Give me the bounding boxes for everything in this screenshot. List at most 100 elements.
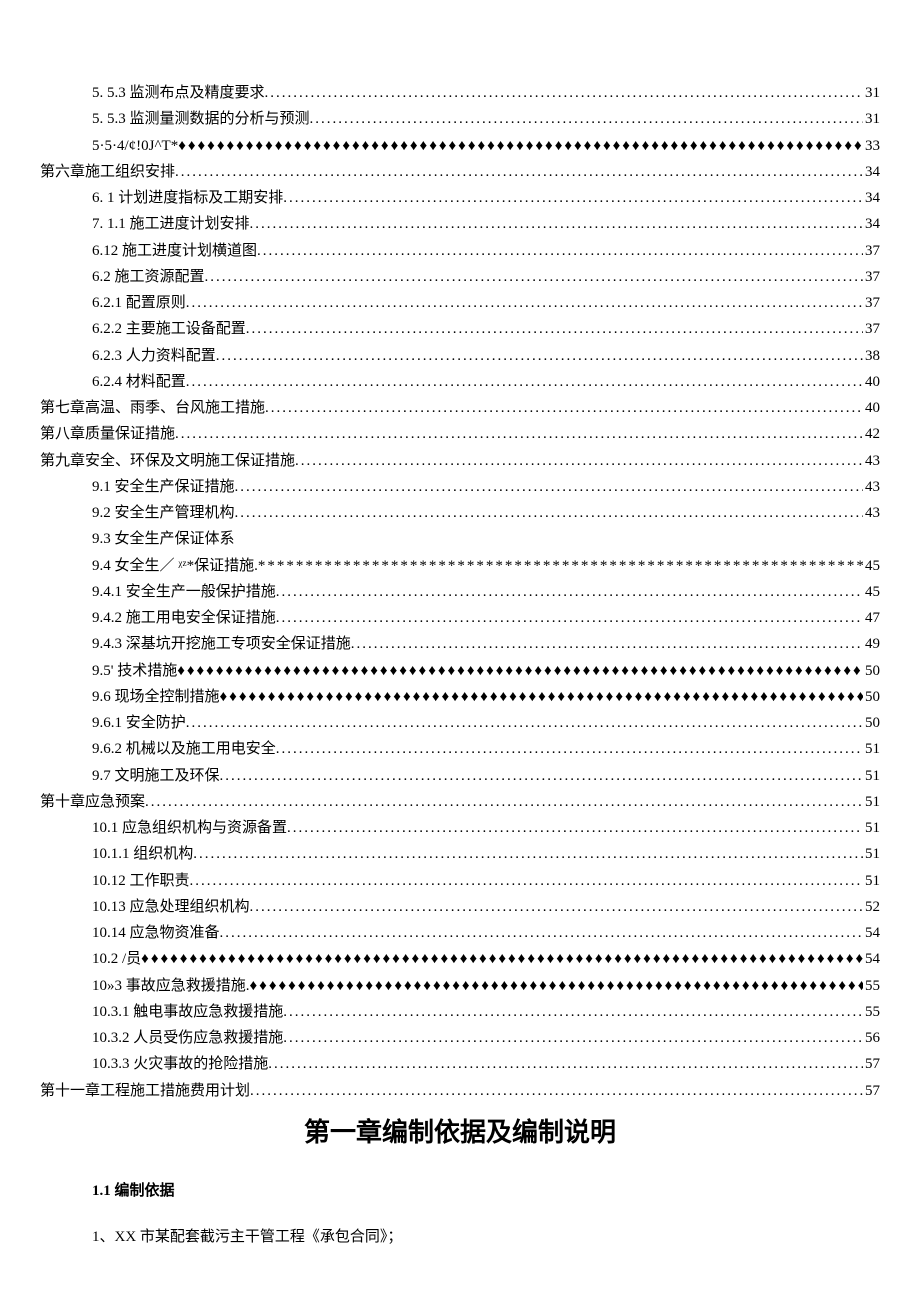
toc-page-number: 49 xyxy=(863,631,880,657)
toc-page-number: 34 xyxy=(863,211,880,237)
toc-page-number: 45 xyxy=(863,579,880,605)
toc-page-number: 45 xyxy=(863,553,880,579)
toc-page-number: 31 xyxy=(863,106,880,132)
toc-label: 6.2.1 配置原则 xyxy=(92,290,186,316)
section-heading-1-1: 1.1 编制依据 xyxy=(92,1179,880,1200)
toc-leader xyxy=(268,1051,863,1077)
toc-leader xyxy=(351,631,863,657)
toc-entry: 6. 1 计划进度指标及工期安排 34 xyxy=(92,185,880,211)
toc-leader xyxy=(235,500,863,526)
toc-page-number: 40 xyxy=(863,395,880,421)
toc-entry: 9.2 安全生产管理机构43 xyxy=(92,500,880,526)
toc-entry: 10.3.3 火灾事故的抢险措施 57 xyxy=(92,1051,880,1077)
toc-leader xyxy=(175,421,863,447)
toc-entry: 9.4.3 深基坑开挖施工专项安全保证措施 49 xyxy=(92,631,880,657)
toc-page-number: 50 xyxy=(863,684,880,710)
toc-leader xyxy=(257,238,863,264)
toc-label: 9.4 女全生／ ᵡᶻ*保证措施. xyxy=(92,553,258,579)
toc-page-number: 43 xyxy=(863,474,880,500)
toc-leader xyxy=(295,448,863,474)
toc-entry: 5·5·4/¢!0J^T*33 xyxy=(92,133,880,159)
toc-page-number: 51 xyxy=(863,815,880,841)
toc-label: 10.3.1 触电事故应急救援措施 xyxy=(92,999,283,1025)
toc-entry: 9.6.2 机械以及施工用电安全51 xyxy=(92,736,880,762)
toc-label: 10.1.1 组织机构 xyxy=(92,841,193,867)
toc-entry: 9.3 女全生产保证体系 xyxy=(92,526,880,552)
toc-label: 第八章质量保证措施 xyxy=(40,421,175,447)
toc-page-number: 55 xyxy=(863,999,880,1025)
body-paragraph: 1、XX 市某配套截污主干管工程《承包合同》； xyxy=(92,1224,880,1251)
toc-label: 6. 1 计划进度指标及工期安排 xyxy=(92,185,283,211)
toc-label: 第六章施工组织安排 xyxy=(40,159,175,185)
toc-label: 7. 1.1 施工进度计划安排 xyxy=(92,211,250,237)
toc-label: 10.1 应急组织机构与资源备置 xyxy=(92,815,287,841)
toc-page-number: 54 xyxy=(863,920,880,946)
toc-entry: 10.12 工作职责51 xyxy=(92,868,880,894)
toc-entry: 6.2.3 人力资料配置38 xyxy=(92,343,880,369)
toc-page-number: 34 xyxy=(863,159,880,185)
toc-leader xyxy=(177,658,863,684)
toc-entry: 6.2 施工资源配置37 xyxy=(92,264,880,290)
toc-page-number: 50 xyxy=(863,658,880,684)
toc-entry: 9.6.1 安全防护50 xyxy=(92,710,880,736)
toc-label: 9.1 安全生产保证措施 xyxy=(92,474,235,500)
toc-leader xyxy=(258,553,863,579)
toc-leader xyxy=(216,343,863,369)
toc-leader xyxy=(178,133,863,159)
toc-label: 10.13 应急处理组织机构 xyxy=(92,894,250,920)
toc-page-number: 57 xyxy=(863,1078,880,1104)
toc-label: 9.4.3 深基坑开挖施工专项安全保证措施 xyxy=(92,631,351,657)
toc-leader xyxy=(310,106,863,132)
toc-leader xyxy=(265,395,863,421)
toc-label: 10»3 事故应急救援措施. xyxy=(92,973,250,999)
toc-leader xyxy=(283,185,863,211)
toc-entry: 9.5' 技术措施50 xyxy=(92,658,880,684)
toc-leader xyxy=(175,159,863,185)
toc-label: 10.3.3 火灾事故的抢险措施 xyxy=(92,1051,268,1077)
toc-page-number: 57 xyxy=(863,1051,880,1077)
toc-entry: 第七章高温、雨季、台风施工措施40 xyxy=(40,395,880,421)
section-number: 1.1 xyxy=(92,1183,111,1199)
toc-page-number: 37 xyxy=(863,290,880,316)
toc-leader xyxy=(250,1078,863,1104)
toc-entry: 5. 5.3 监测布点及精度要求 31 xyxy=(92,80,880,106)
toc-label: 10.2 /员 xyxy=(92,946,141,972)
toc-entry: 10.2 /员 54 xyxy=(92,946,880,972)
toc-entry: 第八章质量保证措施 42 xyxy=(40,421,880,447)
toc-entry: 10.3.1 触电事故应急救援措施 55 xyxy=(92,999,880,1025)
toc-entry: 10.13 应急处理组织机构52 xyxy=(92,894,880,920)
toc-page-number: 37 xyxy=(863,316,880,342)
toc-page-number: 51 xyxy=(863,763,880,789)
toc-label: 6.12 施工进度计划横道图 xyxy=(92,238,257,264)
toc-leader xyxy=(276,605,863,631)
toc-entry: 9.4.1 安全生产一般保护措施45 xyxy=(92,579,880,605)
toc-leader xyxy=(283,999,863,1025)
section-title: 编制依据 xyxy=(111,1183,175,1199)
toc-entry: 6.2.2 主要施工设备配置 37 xyxy=(92,316,880,342)
toc-label: 5. 5.3 监测布点及精度要求 xyxy=(92,80,265,106)
toc-leader xyxy=(250,894,863,920)
toc-leader xyxy=(193,841,863,867)
toc-label: 9.3 女全生产保证体系 xyxy=(92,526,235,552)
toc-page-number: 37 xyxy=(863,264,880,290)
toc-leader xyxy=(283,1025,863,1051)
toc-entry: 10.1.1 组织机构51 xyxy=(92,841,880,867)
chapter-heading: 第一章编制依据及编制说明 xyxy=(40,1112,880,1149)
toc-entry: 第十一章工程施工措施费用计划57 xyxy=(40,1078,880,1104)
toc-leader xyxy=(287,815,863,841)
toc-entry: 10.1 应急组织机构与资源备置 51 xyxy=(92,815,880,841)
toc-leader xyxy=(186,710,863,736)
toc-entry: 7. 1.1 施工进度计划安排 34 xyxy=(92,211,880,237)
toc-label: 6.2.2 主要施工设备配置 xyxy=(92,316,246,342)
toc-label: 5·5·4/¢!0J^T* xyxy=(92,133,178,159)
toc-page-number: 43 xyxy=(863,448,880,474)
toc-label: 9.6.2 机械以及施工用电安全 xyxy=(92,736,276,762)
toc-label: 9.6.1 安全防护 xyxy=(92,710,186,736)
toc-entry: 10.3.2 人员受伤应急救援措施56 xyxy=(92,1025,880,1051)
toc-page-number: 42 xyxy=(863,421,880,447)
toc-page-number: 43 xyxy=(863,500,880,526)
toc-page-number: 38 xyxy=(863,343,880,369)
toc-entry: 9.4.2 施工用电安全保证措施47 xyxy=(92,605,880,631)
toc-page-number: 37 xyxy=(863,238,880,264)
toc-entry: 9.6 现场全控制措施50 xyxy=(92,684,880,710)
